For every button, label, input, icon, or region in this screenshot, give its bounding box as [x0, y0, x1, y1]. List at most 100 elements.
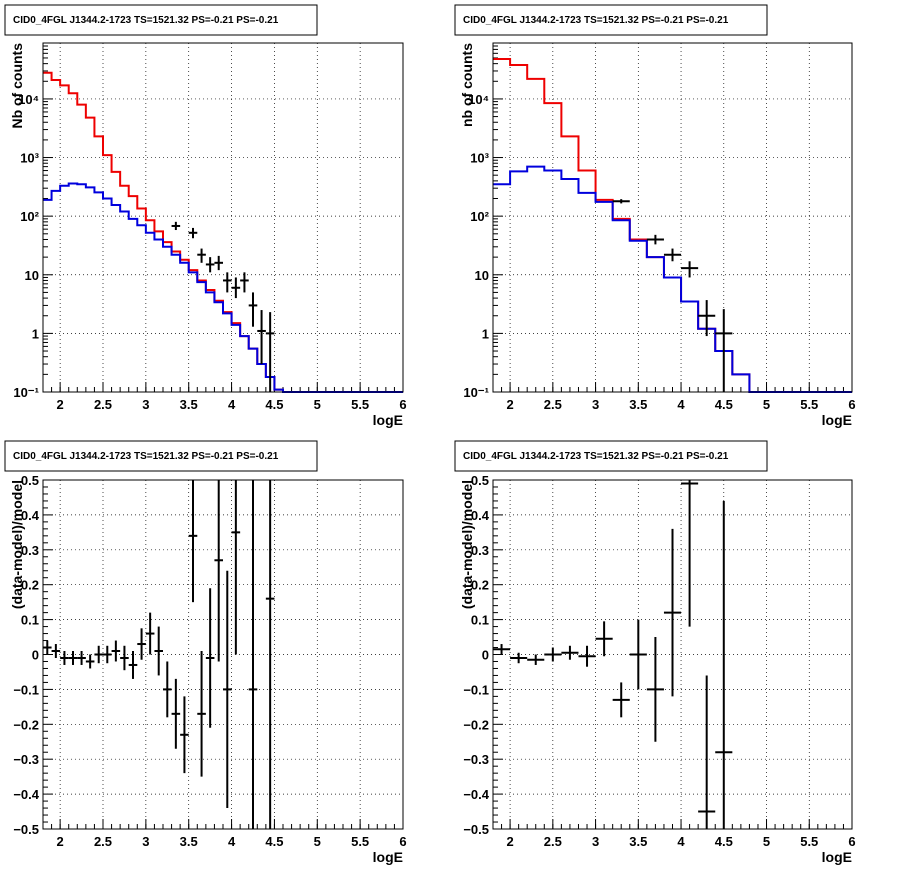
x-tick-label: 3.5 — [180, 397, 198, 412]
data-point — [715, 309, 733, 392]
x-tick-label: 3 — [592, 834, 599, 849]
data-point — [43, 640, 52, 655]
y-tick-label: 10³ — [20, 151, 39, 166]
data-point — [681, 480, 699, 627]
data-point — [612, 199, 630, 204]
y-tick-label: 10⁻¹ — [13, 385, 39, 400]
x-tick-label: 5.5 — [351, 397, 369, 412]
data-point — [163, 661, 172, 718]
data-point — [205, 257, 215, 273]
x-tick-label: 6 — [848, 834, 855, 849]
x-tick-label: 5 — [763, 834, 770, 849]
x-tick-label: 4.5 — [265, 834, 283, 849]
data-point — [223, 272, 232, 293]
y-tick-label: 10⁻¹ — [463, 385, 489, 400]
data-point — [85, 654, 95, 669]
x-tick-label: 2 — [57, 834, 64, 849]
data-point — [145, 612, 155, 655]
x-tick-label: 4 — [228, 834, 236, 849]
data-point — [248, 292, 258, 327]
x-tick-label: 5 — [314, 834, 321, 849]
data-point — [205, 588, 215, 728]
data-point — [646, 637, 664, 742]
y-tick-label: −0.2 — [463, 717, 489, 732]
data-point — [265, 312, 275, 392]
x-tick-label: 5.5 — [800, 397, 818, 412]
data-point — [231, 277, 241, 299]
data-point — [493, 644, 511, 655]
data-point — [214, 255, 223, 271]
y-tick-label: 0.5 — [21, 473, 39, 488]
x-tick-label: 4 — [677, 834, 685, 849]
y-tick-label: 10⁴ — [468, 92, 489, 107]
data-point — [595, 621, 613, 657]
x-tick-label: 6 — [399, 834, 406, 849]
data-point — [180, 696, 189, 774]
y-tick-label: −0.3 — [463, 752, 489, 767]
data-point — [544, 647, 562, 662]
y-tick-label: 0.5 — [471, 473, 489, 488]
data-point — [128, 651, 138, 679]
data-point — [510, 652, 528, 664]
x-tick-label: 2.5 — [544, 834, 562, 849]
pad-title: CID0_4FGL J1344.2-1723 TS=1521.32 PS=-0.… — [13, 15, 279, 26]
x-tick-label: 3.5 — [629, 834, 647, 849]
data-point — [171, 221, 181, 231]
pad-title-box — [4, 440, 318, 472]
y-tick-label: 0.4 — [471, 508, 490, 523]
y-tick-label: 0.4 — [21, 508, 40, 523]
y-tick-label: −0.1 — [13, 682, 39, 697]
x-tick-label: 5.5 — [800, 834, 818, 849]
x-tick-label: 2.5 — [544, 397, 562, 412]
y-tick-label: −0.1 — [463, 682, 489, 697]
x-axis-label: logE — [373, 849, 403, 865]
plot-frame — [492, 42, 853, 393]
data-point — [60, 651, 69, 665]
pad-title-box — [454, 4, 768, 36]
data-point — [698, 300, 716, 337]
x-tick-label: 5 — [314, 397, 321, 412]
y-tick-label: −0.5 — [13, 822, 39, 837]
plot-frame — [42, 479, 404, 830]
y-tick-label: 10 — [475, 268, 489, 283]
x-tick-label: 3 — [142, 397, 149, 412]
data-point — [214, 480, 223, 662]
data-point — [646, 234, 664, 245]
x-tick-label: 2 — [506, 397, 513, 412]
data-point — [188, 227, 198, 239]
data-point — [111, 640, 121, 662]
data-point — [663, 528, 682, 697]
x-tick-label: 6 — [399, 397, 406, 412]
data-point — [681, 261, 699, 278]
y-tick-label: 10⁴ — [18, 92, 39, 107]
data-point — [698, 675, 716, 829]
y-tick-label: 10² — [20, 209, 39, 224]
pad-residuals-right: CID0_4FGL J1344.2-1723 TS=1521.32 PS=-0.… — [454, 440, 856, 865]
data-point — [715, 500, 733, 829]
y-tick-label: 0 — [32, 648, 39, 663]
x-tick-label: 4.5 — [715, 397, 733, 412]
y-tick-label: −0.3 — [13, 752, 39, 767]
x-tick-label: 2 — [57, 397, 64, 412]
y-tick-label: 0.1 — [471, 613, 489, 628]
x-axis-label: logE — [373, 412, 403, 428]
data-point — [120, 645, 129, 671]
data-point — [77, 651, 86, 665]
x-tick-label: 4.5 — [265, 397, 283, 412]
data-point — [171, 678, 181, 749]
y-tick-label: −0.5 — [463, 822, 489, 837]
x-tick-label: 2.5 — [94, 397, 112, 412]
pad-counts-left: CID0_4FGL J1344.2-1723 TS=1521.32 PS=-0.… — [4, 4, 407, 428]
data-point — [265, 480, 275, 829]
data-point — [240, 272, 249, 293]
x-axis-label: logE — [822, 849, 852, 865]
y-tick-label: 10² — [470, 209, 489, 224]
data-point — [188, 480, 198, 603]
data-point — [663, 248, 682, 262]
data-point — [137, 628, 146, 660]
data-point — [68, 651, 78, 665]
x-tick-label: 3 — [142, 834, 149, 849]
plot-frame — [42, 42, 404, 393]
x-tick-label: 3.5 — [629, 397, 647, 412]
y-axis-label: nb of counts — [459, 43, 475, 127]
